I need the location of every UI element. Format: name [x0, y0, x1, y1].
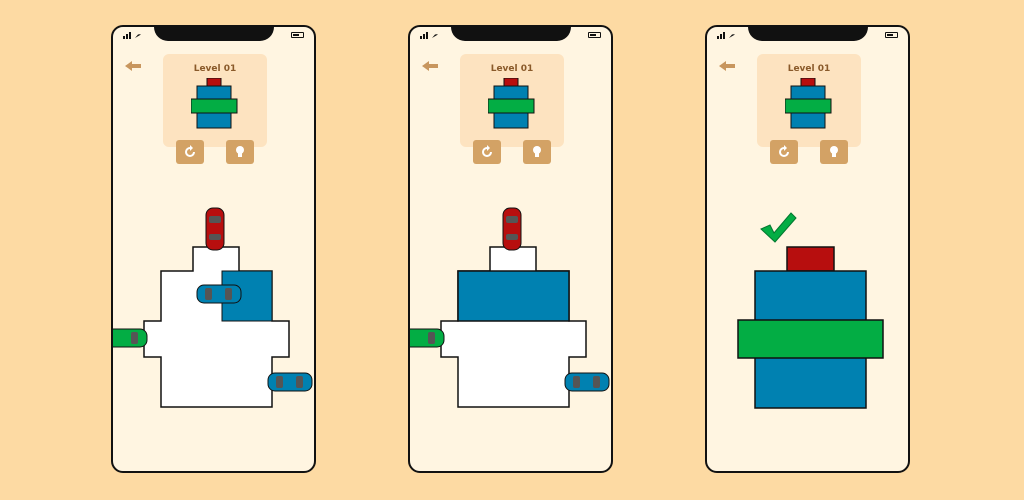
completed-shape	[737, 246, 884, 409]
phone-notch	[153, 27, 274, 41]
red-car[interactable]	[205, 207, 225, 251]
back-arrow-icon[interactable]	[420, 60, 440, 72]
battery-icon	[291, 32, 304, 38]
lightbulb-hint-icon	[830, 146, 838, 157]
red-block	[786, 246, 835, 272]
back-arrow-icon[interactable]	[717, 60, 737, 72]
red-car[interactable]	[502, 207, 522, 251]
target-shape-preview	[191, 78, 238, 129]
phone-notch	[450, 27, 571, 41]
level-preview-card: Level 01	[163, 54, 267, 147]
hint-button[interactable]	[523, 140, 551, 164]
back-arrow-icon[interactable]	[123, 60, 143, 72]
restart-icon	[482, 145, 492, 157]
battery-icon	[885, 32, 898, 38]
level-preview-card: Level 01	[460, 54, 564, 147]
phone-notch	[747, 27, 868, 41]
target-shape-preview	[785, 78, 832, 129]
level-title: Level 01	[787, 64, 831, 74]
restart-button[interactable]	[176, 140, 204, 164]
restart-button[interactable]	[770, 140, 798, 164]
level-preview-card: Level 01	[757, 54, 861, 147]
signal-wifi-icon	[123, 32, 141, 39]
hint-button[interactable]	[820, 140, 848, 164]
level-title: Level 01	[490, 64, 534, 74]
blue-car[interactable]	[196, 284, 242, 304]
hint-button[interactable]	[226, 140, 254, 164]
game-board[interactable]	[410, 27, 613, 473]
phone-screen-complete: Level 01	[705, 25, 910, 473]
checkmark-icon	[760, 212, 797, 243]
level-title: Level 01	[193, 64, 237, 74]
target-shape-preview	[488, 78, 535, 129]
phone-screen-progress: Level 01	[408, 25, 613, 473]
blue-car-2[interactable]	[267, 372, 313, 392]
restart-icon	[779, 145, 789, 157]
blue-car-2[interactable]	[564, 372, 610, 392]
game-board[interactable]	[113, 27, 316, 473]
green-block	[737, 319, 884, 359]
green-car[interactable]	[113, 328, 148, 348]
restart-button[interactable]	[473, 140, 501, 164]
signal-wifi-icon	[420, 32, 438, 39]
signal-wifi-icon	[717, 32, 735, 39]
blue-fill-complete	[457, 270, 570, 322]
phone-screen-start: Level 01	[111, 25, 316, 473]
lightbulb-hint-icon	[533, 146, 541, 157]
lightbulb-hint-icon	[236, 146, 244, 157]
restart-icon	[185, 145, 195, 157]
battery-icon	[588, 32, 601, 38]
green-car[interactable]	[410, 328, 445, 348]
